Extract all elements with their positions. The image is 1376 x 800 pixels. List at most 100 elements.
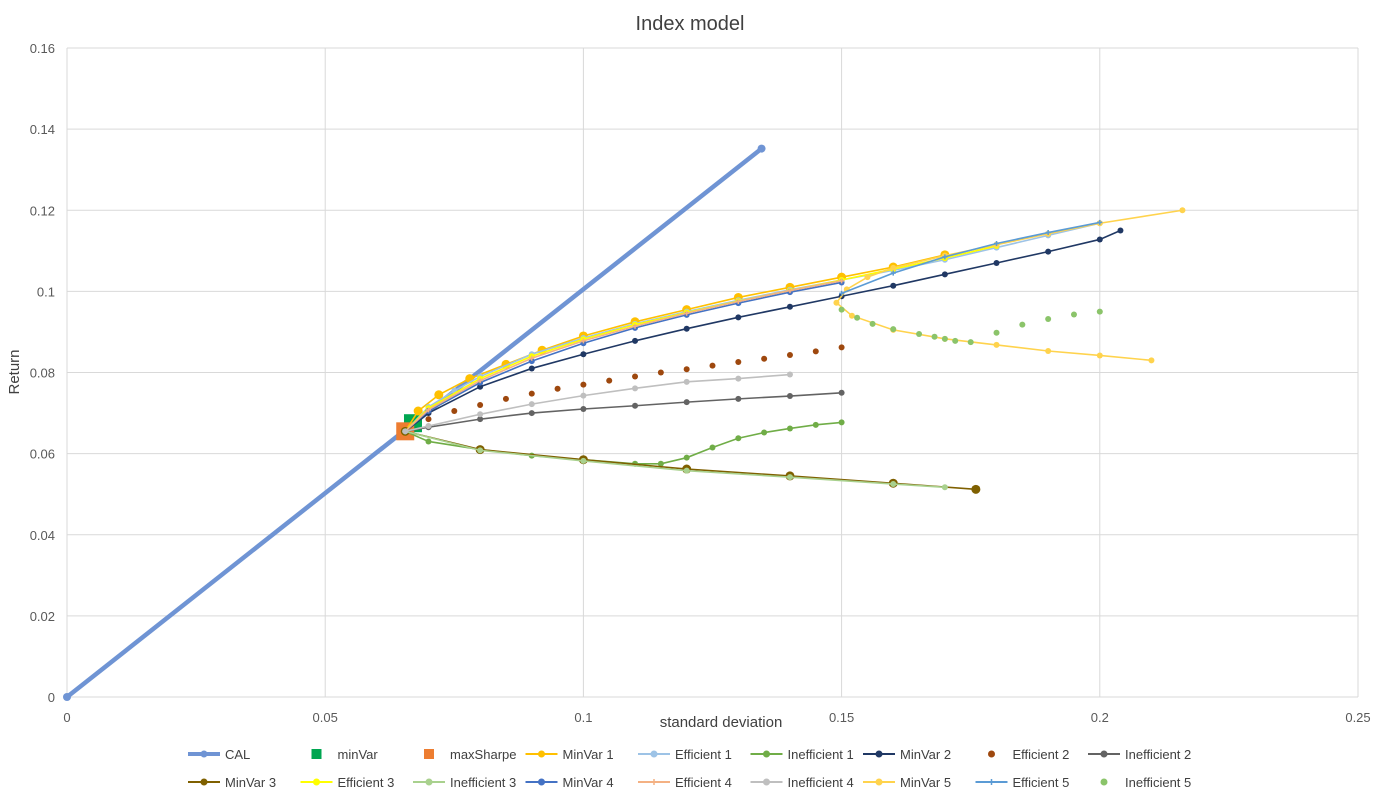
data-point [632,337,639,344]
data-point [838,419,845,426]
series-line [404,280,842,432]
data-point [632,323,638,329]
data-point [890,282,897,289]
x-axis-title: standard deviation [660,714,783,731]
data-point [580,338,586,344]
legend-label: Efficient 4 [675,775,732,790]
data-point [425,778,433,786]
data-point [413,406,423,416]
data-point [988,779,995,785]
data-point [875,778,883,786]
data-point [683,467,690,474]
data-point [657,369,664,376]
data-point [529,355,535,361]
data-point [434,390,444,400]
data-point [200,778,208,786]
x-tick-label: 0.15 [829,710,854,725]
data-point [477,447,484,454]
legend-label: MinVar 5 [900,775,951,790]
data-point [683,454,690,461]
series-efficient-1 [402,220,1103,435]
data-point [502,395,509,402]
series-inefficient-1 [402,419,845,467]
data-point [632,385,639,392]
y-tick-label: 0.1 [37,284,55,299]
data-point [735,435,742,442]
x-tick-label: 0.1 [574,710,592,725]
data-point [1096,236,1103,243]
data-point [528,401,535,408]
series-inefficient-2 [402,389,845,435]
y-tick-label: 0.06 [30,447,55,462]
data-point [528,390,535,397]
series-line [405,430,945,489]
legend-item: maxSharpe [424,747,516,762]
chart-title: Index model [636,13,745,35]
data-point [971,484,981,494]
legend-item: MinVar 3 [188,775,276,790]
data-point [1096,308,1103,315]
data-point [683,399,690,406]
series-efficient-3 [402,242,1000,435]
data-point [1045,248,1052,255]
data-point [424,749,434,759]
data-point [890,481,897,488]
legend-item: Inefficient 1 [750,747,854,762]
legend-label: Inefficient 4 [788,775,854,790]
data-point [787,288,793,294]
data-point [993,329,1000,336]
data-point [451,408,458,415]
data-point [839,278,845,284]
data-point [1100,750,1108,758]
y-tick-label: 0.04 [30,528,55,543]
series-inefficient-5 [838,306,1103,346]
data-point [812,348,819,355]
data-point [988,750,995,758]
data-point [538,778,545,786]
legend-label: MinVar 4 [563,775,614,790]
data-point [763,750,770,758]
data-point [1100,778,1108,786]
data-point [757,144,766,153]
data-point [1045,230,1051,236]
y-axis-title: Return [6,349,23,394]
data-point [650,750,658,758]
legend-item: Efficient 5 [975,775,1069,790]
data-point [425,416,432,423]
y-tick-label: 0 [48,690,55,705]
legend: CAL minVar maxSharpe MinVar 1 Efficient 1 Ine… [188,747,1191,790]
data-point [735,375,742,382]
data-point [869,320,876,327]
series-minvar-2 [402,227,1124,435]
data-point [838,344,845,351]
data-point [313,778,320,786]
data-point [735,314,742,321]
data-point [528,365,535,372]
data-point [786,352,793,359]
data-point [657,460,664,467]
data-point [916,330,923,337]
x-tick-label: 0.05 [313,710,338,725]
legend-item: Efficient 3 [300,775,394,790]
data-point [1148,357,1155,364]
data-point [580,457,587,464]
tick-labels: 0 0.02 0.04 0.06 0.08 0.1 0.12 0.14 0.16 0 0.05 0.1… [30,41,1371,725]
data-point [580,392,587,399]
data-point [786,393,793,400]
series-line [835,209,1183,362]
legend-label: Inefficient 1 [788,747,854,762]
legend-item: Inefficient 5 [1100,775,1191,790]
data-point [402,428,409,435]
legend-item: MinVar 2 [863,747,951,762]
data-point [683,325,690,332]
data-point [683,378,690,385]
data-point [63,693,71,701]
legend-label: minVar [338,747,379,762]
legend-item: Inefficient 3 [413,775,516,790]
legend-label: MinVar 1 [563,747,614,762]
data-point [786,425,793,432]
data-point [993,341,1000,348]
data-point [1117,227,1124,234]
data-point [554,385,561,392]
data-point [854,314,861,321]
